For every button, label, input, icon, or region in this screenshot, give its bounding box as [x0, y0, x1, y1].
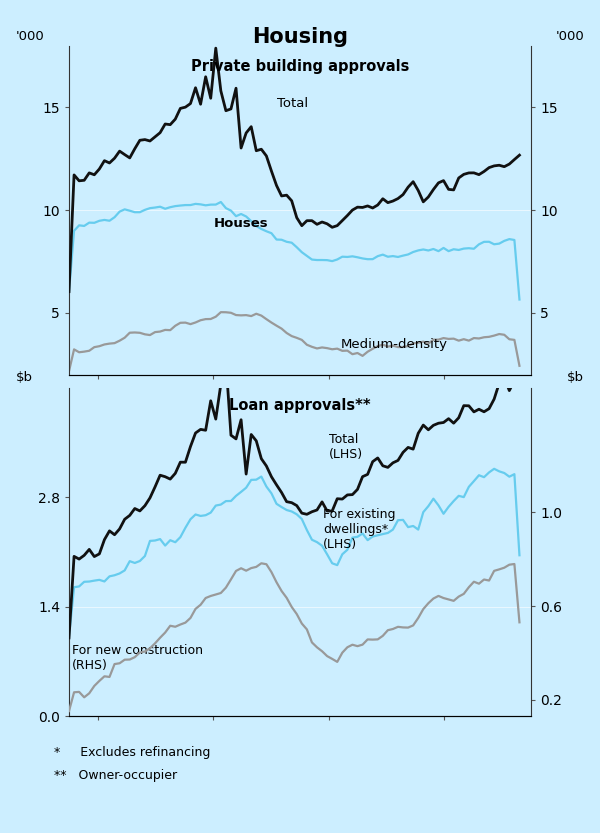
- Text: Housing: Housing: [252, 27, 348, 47]
- Text: '000: '000: [556, 29, 584, 42]
- Text: Private building approvals: Private building approvals: [191, 59, 409, 74]
- Text: $b: $b: [567, 372, 584, 384]
- Text: '000: '000: [16, 29, 44, 42]
- Text: Total: Total: [277, 97, 308, 111]
- Text: Houses: Houses: [214, 217, 268, 230]
- Text: Medium-density: Medium-density: [340, 338, 448, 351]
- Text: Loan approvals**: Loan approvals**: [229, 397, 371, 412]
- Text: **   Owner-occupier: ** Owner-occupier: [54, 769, 177, 782]
- Text: For existing
dwellings*
(LHS): For existing dwellings* (LHS): [323, 508, 395, 551]
- Text: *     Excludes refinancing: * Excludes refinancing: [54, 746, 211, 759]
- Text: $b: $b: [16, 372, 33, 384]
- Text: For new construction
(RHS): For new construction (RHS): [72, 645, 203, 672]
- Text: Total
(LHS): Total (LHS): [329, 433, 363, 461]
